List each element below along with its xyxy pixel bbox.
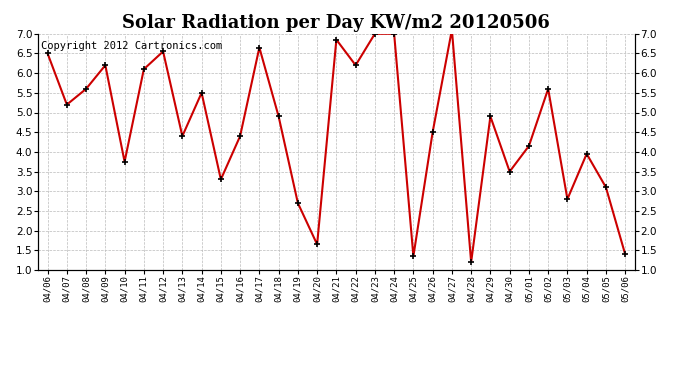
Title: Solar Radiation per Day KW/m2 20120506: Solar Radiation per Day KW/m2 20120506 bbox=[122, 14, 551, 32]
Text: Copyright 2012 Cartronics.com: Copyright 2012 Cartronics.com bbox=[41, 41, 222, 51]
